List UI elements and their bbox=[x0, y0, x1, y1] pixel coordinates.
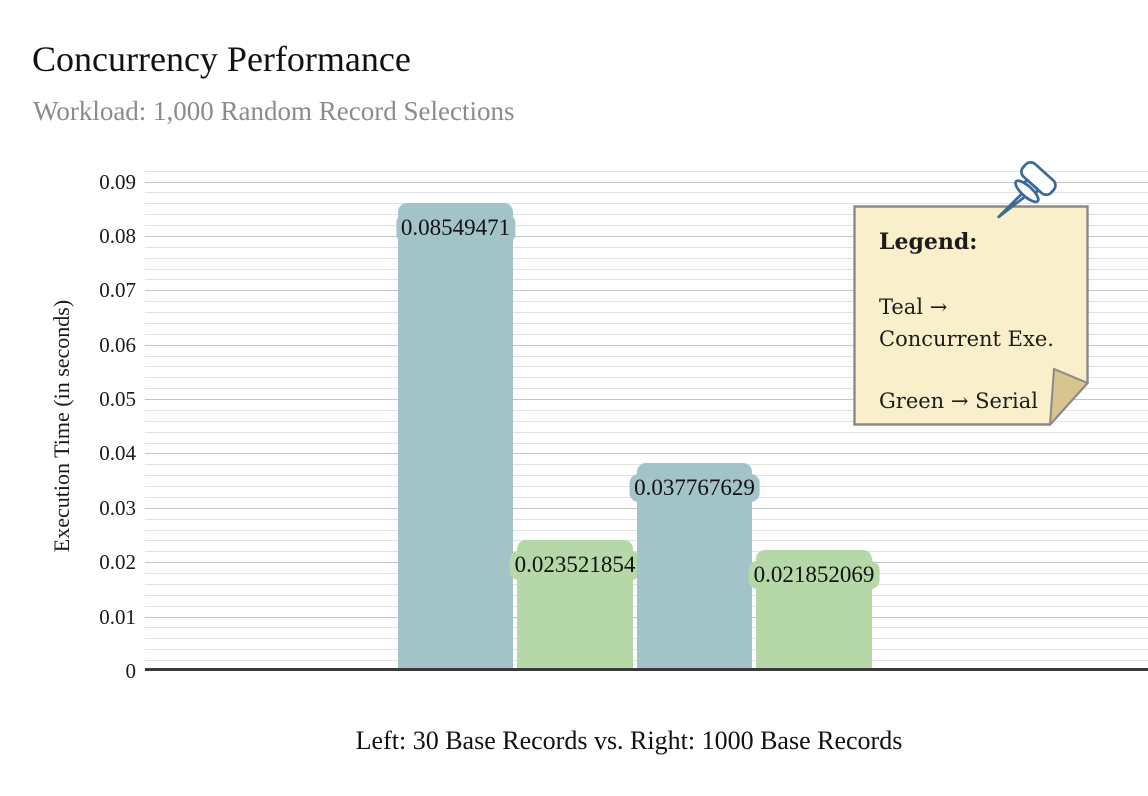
minor-gridline bbox=[145, 333, 1148, 335]
y-axis-title: Execution Time (in seconds) bbox=[49, 299, 74, 553]
legend-sticky-note: Legend: Teal → Concurrent Exe. Green → S… bbox=[853, 205, 1089, 426]
y-tick-label: 0 bbox=[125, 659, 137, 683]
bar-serial-1000-records: 0.021852069 bbox=[748, 549, 880, 669]
y-tick-label: 0.06 bbox=[99, 332, 136, 357]
major-gridline bbox=[145, 290, 1148, 292]
minor-gridline bbox=[145, 257, 1148, 259]
legend-line-green-serial: Green → Serial bbox=[879, 389, 1038, 413]
minor-gridline bbox=[145, 225, 1148, 226]
bar-value-label: 0.037767629 bbox=[629, 474, 760, 503]
y-tick-label: 0.09 bbox=[99, 169, 136, 194]
major-gridline bbox=[145, 181, 1148, 183]
legend-line-teal: Teal → bbox=[879, 295, 948, 319]
y-tick-label: 0.03 bbox=[99, 495, 136, 520]
bar-concurrent-exe-30-records: 0.08549471 bbox=[395, 203, 516, 669]
minor-gridline bbox=[145, 442, 1148, 444]
bar-concurrent-exe-1000-records: 0.037767629 bbox=[629, 463, 760, 669]
minor-gridline bbox=[145, 170, 1148, 172]
minor-gridline bbox=[145, 214, 1148, 216]
minor-gridline bbox=[145, 409, 1148, 411]
pushpin-icon bbox=[997, 160, 1057, 219]
minor-gridline bbox=[145, 366, 1148, 368]
minor-gridline bbox=[145, 355, 1148, 357]
x-axis-line bbox=[145, 668, 1148, 671]
minor-gridline bbox=[145, 312, 1148, 314]
bar-value-label: 0.021852069 bbox=[748, 560, 880, 589]
major-gridline bbox=[145, 344, 1148, 346]
bar-value-label: 0.08549471 bbox=[395, 214, 516, 243]
legend-title: Legend: bbox=[879, 229, 978, 255]
minor-gridline bbox=[145, 279, 1148, 281]
y-tick-label: 0.02 bbox=[99, 550, 136, 575]
y-tick-label: 0.04 bbox=[99, 441, 136, 466]
y-tick-label: 0.08 bbox=[99, 223, 136, 248]
chart-subtitle: Workload: 1,000 Random Record Selections bbox=[33, 96, 515, 126]
minor-gridline bbox=[145, 322, 1148, 324]
minor-gridline bbox=[145, 388, 1148, 390]
minor-gridline bbox=[145, 203, 1148, 205]
major-gridline bbox=[145, 453, 1148, 455]
y-tick-label: 0.07 bbox=[99, 278, 136, 303]
minor-gridline bbox=[145, 301, 1148, 303]
y-tick-label: 0.05 bbox=[99, 387, 136, 412]
minor-gridline bbox=[145, 377, 1148, 379]
y-tick-label: 0.01 bbox=[99, 604, 136, 629]
chart-title: Concurrency Performance bbox=[32, 39, 411, 79]
sticky-note-shape bbox=[853, 205, 1089, 426]
x-axis-caption: Left: 30 Base Records vs. Right: 1000 Ba… bbox=[355, 726, 903, 755]
bar-chart-plot-area: 0.08549471 0.023521854 0.037767629 0.021852… bbox=[145, 166, 1148, 671]
minor-gridline bbox=[145, 268, 1148, 270]
minor-gridline bbox=[145, 192, 1148, 194]
minor-gridline bbox=[145, 420, 1148, 422]
minor-gridline bbox=[145, 431, 1148, 433]
minor-gridline bbox=[145, 246, 1148, 248]
major-gridline bbox=[145, 235, 1148, 237]
bar-serial-30-records: 0.023521854 bbox=[509, 540, 641, 669]
bar-value-label: 0.023521854 bbox=[509, 551, 641, 580]
legend-line-concurrent: Concurrent Exe. bbox=[879, 327, 1054, 351]
major-gridline bbox=[145, 399, 1148, 401]
